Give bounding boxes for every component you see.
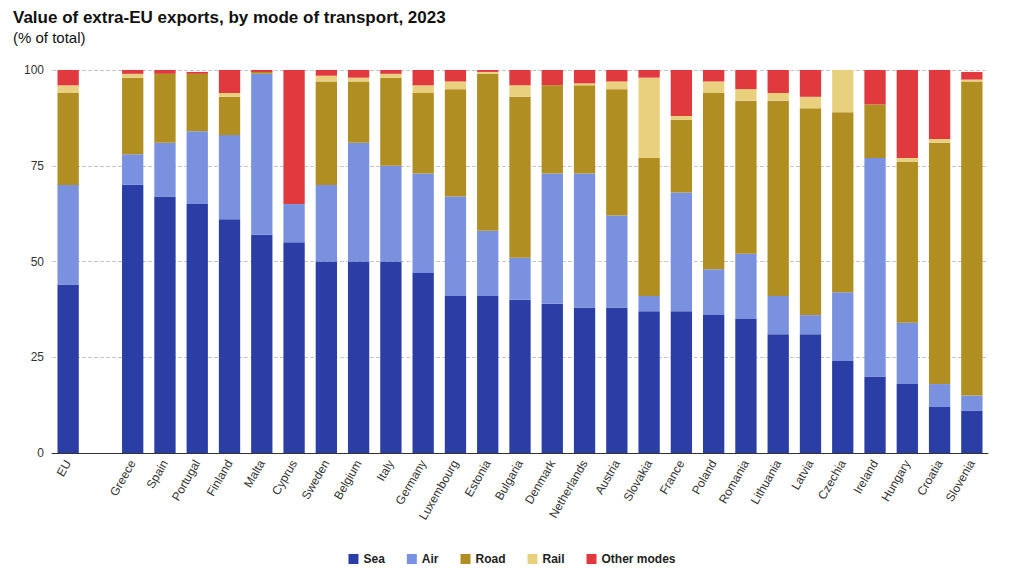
svg-text:Road: Road xyxy=(475,552,505,566)
svg-text:25: 25 xyxy=(31,350,45,364)
svg-text:Poland: Poland xyxy=(689,457,720,496)
svg-text:100: 100 xyxy=(24,63,44,77)
svg-text:Sea: Sea xyxy=(363,552,385,566)
svg-text:Denmark: Denmark xyxy=(522,457,559,507)
svg-text:Italy: Italy xyxy=(374,457,397,483)
svg-text:Portugal: Portugal xyxy=(169,457,203,503)
svg-text:Croatia: Croatia xyxy=(914,457,946,498)
svg-text:Bulgaria: Bulgaria xyxy=(492,457,526,502)
svg-text:Slovakia: Slovakia xyxy=(620,457,655,504)
svg-text:Czechia: Czechia xyxy=(815,457,849,502)
svg-text:Finland: Finland xyxy=(204,457,236,498)
svg-text:Air: Air xyxy=(422,552,439,566)
svg-text:Spain: Spain xyxy=(144,457,171,491)
svg-text:50: 50 xyxy=(31,255,45,269)
svg-text:Ireland: Ireland xyxy=(851,457,881,496)
svg-text:Rail: Rail xyxy=(542,552,564,566)
svg-text:Value of extra-EU exports, by: Value of extra-EU exports, by mode of tr… xyxy=(13,8,446,27)
svg-text:0: 0 xyxy=(37,446,44,460)
svg-text:Slovenia: Slovenia xyxy=(943,457,978,504)
svg-text:Malta: Malta xyxy=(241,457,268,490)
svg-text:Belgium: Belgium xyxy=(331,457,365,502)
svg-text:Latvia: Latvia xyxy=(788,457,816,492)
svg-text:Lithuania: Lithuania xyxy=(748,457,785,506)
svg-text:Cyprus: Cyprus xyxy=(269,457,300,497)
svg-text:Netherlands: Netherlands xyxy=(546,457,590,520)
svg-text:Luxembourg: Luxembourg xyxy=(416,457,461,522)
svg-text:Austria: Austria xyxy=(592,457,623,497)
svg-text:75: 75 xyxy=(31,159,45,173)
svg-text:France: France xyxy=(657,457,688,497)
svg-text:(% of total): (% of total) xyxy=(13,29,86,46)
svg-text:Hungary: Hungary xyxy=(879,457,914,503)
svg-text:EU: EU xyxy=(54,457,74,478)
svg-text:Romania: Romania xyxy=(716,457,752,506)
svg-text:Greece: Greece xyxy=(107,457,139,498)
svg-text:Sweden: Sweden xyxy=(299,457,333,502)
svg-text:Other modes: Other modes xyxy=(602,552,676,566)
svg-text:Estonia: Estonia xyxy=(462,457,494,499)
svg-text:Germany: Germany xyxy=(392,457,429,507)
